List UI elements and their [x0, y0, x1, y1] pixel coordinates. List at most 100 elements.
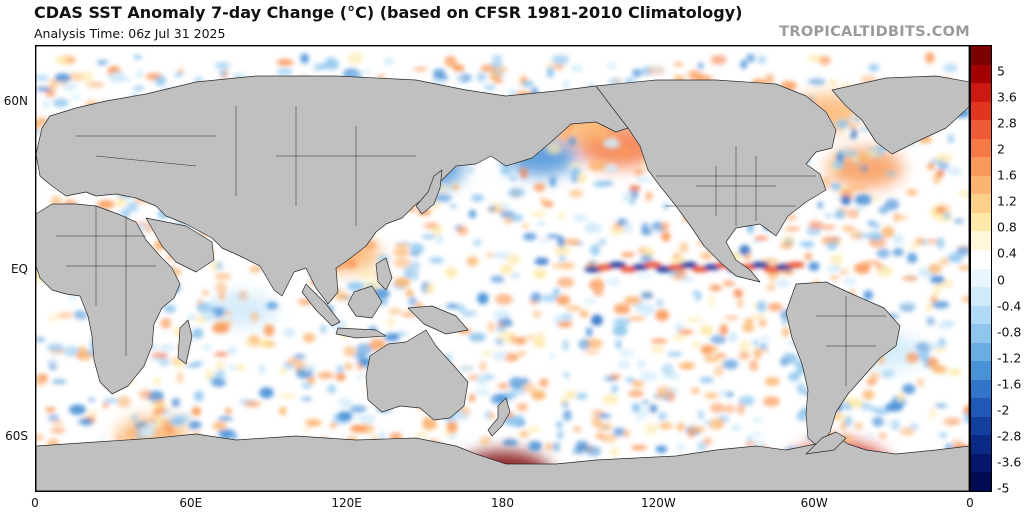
- anomaly-speckle: [715, 353, 727, 358]
- anomaly-speckle: [374, 340, 384, 346]
- anomaly-speckle: [47, 343, 64, 352]
- anomaly-speckle: [956, 246, 969, 256]
- anomaly-speckle: [227, 364, 238, 371]
- anomaly-speckle: [892, 233, 904, 245]
- anomaly-speckle: [444, 266, 458, 279]
- colorbar-swatch: [971, 194, 991, 214]
- anomaly-speckle: [749, 431, 764, 437]
- anomaly-speckle: [938, 337, 947, 347]
- anomaly-speckle: [579, 310, 589, 318]
- anomaly-speckle: [819, 55, 831, 66]
- colorbar-swatch: [971, 453, 991, 474]
- anomaly-speckle: [249, 265, 262, 273]
- anomaly-speckle: [892, 248, 904, 257]
- anomaly-speckle: [802, 240, 815, 249]
- anomaly-speckle: [936, 237, 945, 249]
- anomaly-speckle: [533, 268, 547, 279]
- anomaly-speckle: [126, 202, 139, 213]
- anomaly-speckle: [636, 272, 653, 278]
- anomaly-speckle: [563, 409, 572, 422]
- anomaly-speckle: [117, 395, 131, 408]
- anomaly-speckle: [704, 354, 719, 363]
- anomaly-speckle: [876, 248, 891, 259]
- colorbar-swatch: [971, 398, 991, 418]
- anomaly-speckle: [564, 391, 577, 399]
- anomaly-speckle: [709, 403, 726, 413]
- sst-anomaly-map[interactable]: [35, 45, 970, 492]
- anomaly-speckle: [485, 215, 495, 222]
- anomaly-speckle: [749, 359, 759, 372]
- anomaly-speckle: [193, 390, 204, 402]
- anomaly-speckle: [954, 218, 964, 224]
- anomaly-speckle: [49, 357, 59, 366]
- anomaly-speckle: [606, 63, 617, 69]
- anomaly-speckle: [563, 372, 570, 378]
- anomaly-speckle: [410, 243, 425, 255]
- land-australia: [365, 329, 469, 421]
- anomaly-speckle: [333, 292, 350, 301]
- anomaly-speckle: [36, 86, 52, 92]
- anomaly-speckle: [411, 53, 420, 64]
- anomaly-speckle: [502, 439, 518, 447]
- anomaly-speckle: [640, 253, 653, 264]
- anomaly-speckle: [344, 362, 353, 370]
- anomaly-speckle: [514, 415, 525, 422]
- anomaly-speckle: [188, 420, 202, 430]
- anomaly-speckle: [421, 234, 436, 240]
- anomaly-speckle: [385, 317, 396, 327]
- anomaly-speckle: [746, 53, 756, 63]
- anomaly-speckle: [631, 402, 641, 414]
- anomaly-speckle: [628, 185, 641, 191]
- anomaly-speckle: [452, 411, 470, 421]
- anomaly-speckle: [293, 353, 306, 360]
- anomaly-speckle: [452, 64, 465, 72]
- anomaly-speckle: [507, 188, 526, 198]
- brand-watermark[interactable]: TROPICALTIDBITS.COM: [779, 24, 970, 40]
- anomaly-speckle: [301, 365, 317, 371]
- land-layer: [36, 75, 969, 491]
- anomaly-speckle: [36, 118, 43, 130]
- anomaly-speckle: [750, 314, 767, 319]
- lon-label-0: 0: [31, 496, 39, 510]
- anomaly-speckle: [405, 289, 414, 298]
- anomaly-speckle: [48, 314, 58, 323]
- anomaly-speckle: [947, 133, 955, 144]
- anomaly-speckle: [176, 371, 184, 384]
- anomaly-speckle: [943, 417, 962, 426]
- anomaly-speckle: [947, 252, 964, 263]
- anomaly-speckle: [209, 298, 218, 308]
- anomaly-speckle: [152, 377, 162, 385]
- anomaly-speckle: [679, 242, 689, 253]
- anomaly-speckle: [609, 226, 625, 236]
- anomaly-speckle: [45, 89, 56, 98]
- anomaly-speckle: [553, 63, 564, 71]
- anomaly-speckle: [54, 73, 71, 82]
- anomaly-speckle: [534, 257, 549, 266]
- anomaly-speckle: [926, 303, 934, 311]
- lat-label-60n: 60N: [3, 93, 28, 108]
- anomaly-speckle: [808, 220, 823, 230]
- anomaly-speckle: [951, 439, 964, 445]
- anomaly-speckle: [212, 323, 230, 334]
- anomaly-speckle: [697, 62, 704, 70]
- anomaly-speckle: [204, 368, 215, 380]
- anomaly-speckle: [593, 277, 602, 290]
- anomaly-speckle: [687, 430, 695, 438]
- anomaly-speckle: [822, 236, 841, 243]
- anomaly-speckle: [784, 226, 801, 232]
- anomaly-speckle: [472, 239, 482, 246]
- anomaly-speckle: [303, 332, 316, 343]
- anomaly-speckle: [764, 377, 780, 386]
- anomaly-speckle: [937, 161, 950, 171]
- anomaly-speckle: [788, 372, 801, 382]
- anomaly-speckle: [346, 281, 365, 292]
- anomaly-speckle: [466, 167, 474, 173]
- colorbar-swatch: [971, 379, 991, 399]
- anomaly-speckle: [215, 281, 227, 294]
- anomaly-speckle: [133, 54, 142, 60]
- anomaly-speckle: [534, 332, 546, 339]
- anomaly-speckle: [307, 375, 316, 385]
- colorbar-swatch: [971, 64, 991, 84]
- anomaly-speckle: [421, 421, 438, 430]
- anomaly-speckle: [844, 416, 853, 427]
